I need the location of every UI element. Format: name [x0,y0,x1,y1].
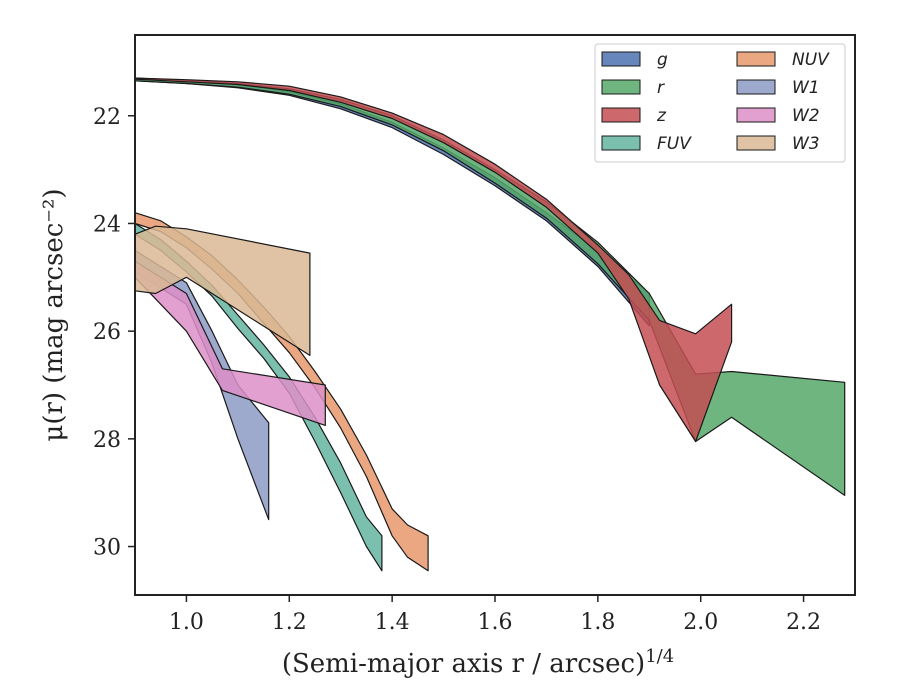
plot-frame [134,34,856,596]
y-tick-label: 24 [93,212,121,237]
y-axis-label: μ(r) (mag arcsec⁻²) [39,188,69,441]
x-axis-label-sup: 1/4 [645,646,674,667]
legend-swatch-nuv [736,51,776,67]
x-tick-label: 2.2 [786,610,821,635]
legend-swatch-w3 [736,135,776,151]
series-band-w2 [134,260,326,426]
x-tick-label: 1.4 [375,610,410,635]
y-tick-label: 28 [93,428,121,453]
legend-swatch-r [601,79,641,95]
series-bands [134,77,846,572]
y-tick-label: 22 [93,105,121,130]
legend-label-w1: W1 [792,78,820,98]
y-tick-label: 30 [93,536,121,561]
legend-swatch-w2 [736,107,776,123]
legend: grz FUV NUV W1 W2 W3 [594,43,846,163]
x-tick-label: 1.2 [272,610,307,635]
legend-box [594,43,846,163]
x-tick-label: 1.8 [580,610,615,635]
series-band-w3 [134,225,311,356]
axis-ticks: 1.0 1.2 1.4 1.6 1.8 2.0 2.2 22 24 26 28 30 [93,105,821,635]
legend-swatch-w1 [736,79,776,95]
x-axis-label-main: (Semi-major axis r / arcsec) [282,649,645,679]
y-tick-label: 26 [93,320,121,345]
legend-label-nuv: NUV [792,50,830,70]
legend-label-w2: W2 [792,106,820,126]
legend-label-z: z [656,106,667,126]
legend-swatch-g [601,51,641,67]
x-tick-label: 1.6 [478,610,513,635]
legend-swatch-fuv [601,135,641,151]
legend-label-fuv: FUV [657,134,692,154]
x-tick-label: 2.0 [683,610,718,635]
x-tick-label: 1.0 [169,610,204,635]
x-axis-label: (Semi-major axis r / arcsec)1/4 [282,646,674,679]
series-band-z [134,77,733,443]
legend-label-g: g [657,50,668,70]
legend-swatch-z [601,107,641,123]
legend-label-w3: W3 [792,134,820,154]
legend-label-r: r [657,78,665,98]
